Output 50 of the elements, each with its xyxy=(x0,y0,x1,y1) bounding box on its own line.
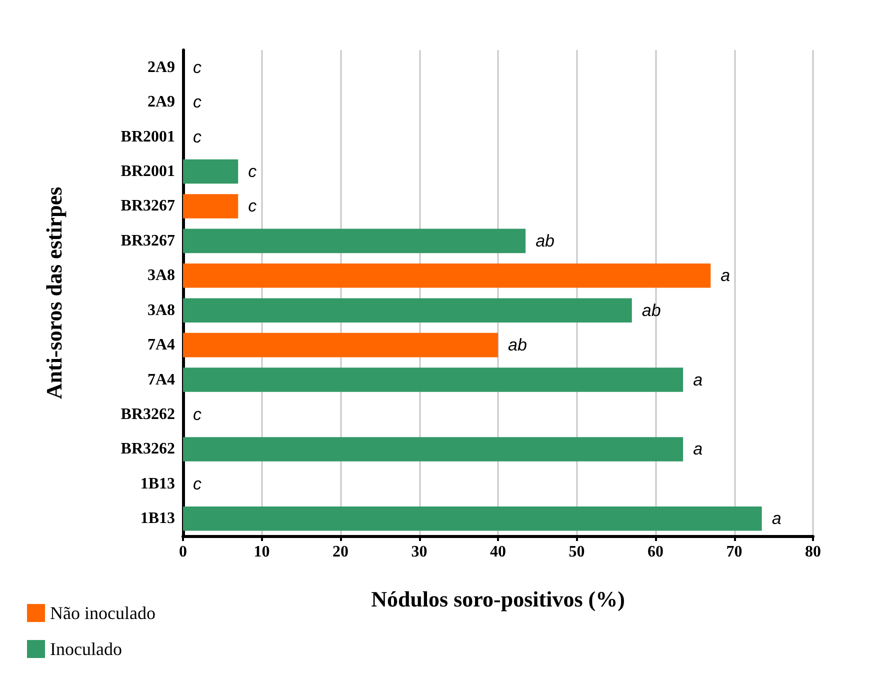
data-label: a xyxy=(772,509,782,528)
y-tick-label: BR2001 xyxy=(120,163,175,180)
data-label: ab xyxy=(642,300,661,320)
y-tick-label: 1B13 xyxy=(140,475,175,492)
x-tick-label: 70 xyxy=(726,544,742,560)
data-label: ab xyxy=(536,231,554,250)
legend-label: Inoculado xyxy=(50,639,122,659)
bar xyxy=(183,194,238,218)
bar xyxy=(183,228,526,254)
bar xyxy=(183,298,632,323)
bar xyxy=(183,263,711,288)
data-label: ab xyxy=(508,336,527,355)
data-label: c xyxy=(248,162,258,181)
y-tick-label: 2A9 xyxy=(147,94,175,111)
y-tick-label: BR3262 xyxy=(120,440,175,458)
y-tick-label: 3A8 xyxy=(147,302,175,319)
y-tick-label: 7A4 xyxy=(147,371,175,388)
y-tick-label: 1B13 xyxy=(140,510,175,528)
x-tick-label: 60 xyxy=(648,544,664,560)
data-label: c xyxy=(193,58,202,77)
data-label: c xyxy=(248,196,258,216)
bar xyxy=(183,437,684,462)
x-axis-title: Nódulos soro-positivos (%) xyxy=(371,586,625,612)
y-tick-label: 3A8 xyxy=(147,267,175,284)
x-tick-label: 40 xyxy=(490,544,506,560)
y-tick-label: BR3262 xyxy=(120,406,175,423)
y-tick-label: 7A4 xyxy=(147,336,175,354)
y-tick-label: BR2001 xyxy=(120,128,175,146)
y-axis-title: Anti-soros das estirpes xyxy=(42,186,66,400)
data-label: c xyxy=(193,405,202,424)
y-tick-label: BR3267 xyxy=(120,198,175,215)
y-tick-label: BR3267 xyxy=(120,232,175,250)
legend-label: Não inoculado xyxy=(50,603,156,623)
x-tick-label: 50 xyxy=(568,544,585,560)
x-tick-label: 0 xyxy=(179,544,187,560)
data-label: a xyxy=(693,370,703,390)
data-label: c xyxy=(193,474,202,494)
data-label: c xyxy=(193,127,202,146)
x-tick-label: 30 xyxy=(411,544,428,560)
data-label: a xyxy=(693,440,703,459)
data-label: c xyxy=(193,92,202,112)
data-label: a xyxy=(720,266,730,286)
y-tick-label: 2A9 xyxy=(147,58,175,76)
bar xyxy=(183,159,238,184)
bar xyxy=(183,332,498,358)
x-tick-label: 20 xyxy=(332,544,348,560)
x-tick-label: 80 xyxy=(805,544,821,560)
bar xyxy=(183,506,762,531)
x-tick-label: 10 xyxy=(254,544,270,560)
bar xyxy=(183,368,684,392)
